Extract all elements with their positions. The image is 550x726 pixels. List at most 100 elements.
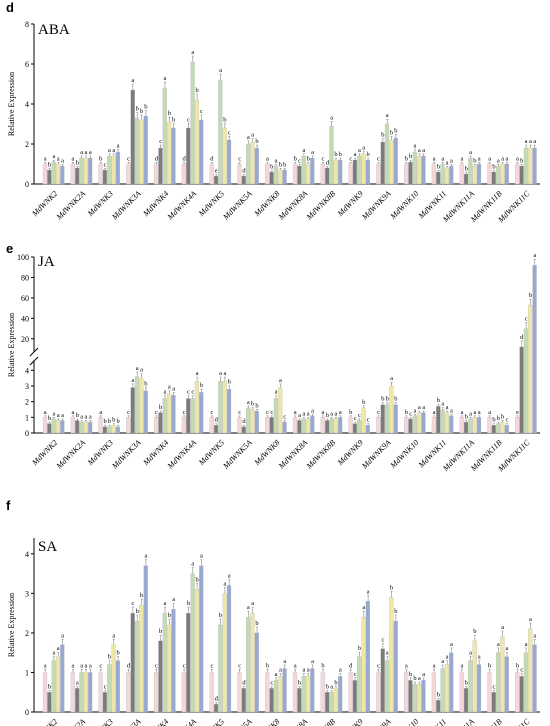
treatment-label: SA [38,539,57,555]
significance-letter: a [108,147,111,154]
significance-letter: a [339,667,342,674]
category-label: MdWNK4A [165,438,198,471]
bar [171,609,176,713]
significance-letter: a [450,407,453,414]
bar [449,415,454,434]
significance-letter: a [89,662,92,669]
y-axis-label: Relative Expression [7,72,16,136]
bar [246,407,251,434]
y-tick-label: 20 [21,335,29,344]
significance-letter: b [516,662,519,669]
significance-letter: b [99,155,102,162]
bar [417,684,422,713]
significance-letter: d [155,155,159,162]
significance-letter: b [116,649,119,656]
significance-letter: b [386,396,389,403]
significance-letter: b [409,153,412,160]
category-label: MdWNK9A [359,189,392,222]
significance-letter: b [488,662,491,669]
significance-letter: a [441,155,444,162]
significance-letter: a [302,410,305,417]
category-label: MdWNK2A [54,189,87,222]
bar [472,165,477,185]
bar [209,417,214,434]
significance-letter: b [362,399,365,406]
significance-letter: a [76,679,79,686]
bar [523,147,529,185]
significance-letter: b [76,160,79,167]
bar [186,127,191,185]
y-tick-label: 2 [25,140,29,149]
significance-letter: a [478,409,481,416]
significance-letter: a [80,662,83,669]
bar [237,417,242,434]
significance-letter: b [405,155,408,162]
bar [282,169,287,185]
bar [292,417,298,434]
bar [393,137,398,185]
significance-letter: b [307,155,310,162]
bar [250,409,255,434]
significance-letter: a [164,389,167,396]
bar [476,664,482,713]
bar [519,165,524,185]
significance-letter: a [307,410,310,417]
significance-letter: a [168,384,171,391]
significance-letter: b [195,87,198,94]
bar [199,565,204,713]
bar [111,644,116,713]
significance-letter: c [266,409,269,416]
bar [126,672,131,713]
bar [305,163,311,185]
significance-letter: a [140,367,143,374]
y-tick-label: 0 [25,429,29,438]
bar [194,99,200,185]
significance-letter: a [460,662,463,669]
bar [158,412,163,434]
category-label: MdWNK2A [54,438,87,471]
category-label: MdWNK2A [54,717,87,726]
bar [463,421,469,434]
bar [250,141,255,185]
bar [476,163,482,185]
significance-letter: a [112,632,115,639]
significance-letter: a [488,155,491,162]
significance-letter: a [57,412,60,419]
bar [213,425,219,434]
bar [500,163,505,185]
significance-letter: b [465,679,468,686]
bar [329,125,334,185]
significance-letter: c [183,662,186,669]
bar [162,87,167,185]
significance-letter: a [339,409,342,416]
significance-letter: b [381,396,384,403]
category-label: MdWNK9 [335,717,365,726]
bar [468,660,473,713]
significance-letter: b [159,404,162,411]
significance-letter: a [85,149,88,156]
significance-letter: a [354,151,357,158]
axis-break-mark [29,356,39,366]
bar [134,117,140,185]
bar [55,420,61,434]
bar [325,167,330,185]
bar [468,418,473,434]
significance-letter: b [437,164,440,171]
category-label: MdWNK2 [30,717,60,726]
significance-letter: c [187,117,190,124]
bar [278,387,283,434]
bar [404,417,409,434]
bar [380,141,385,185]
significance-letter: a [405,662,408,669]
bar [154,163,159,185]
significance-letter: d [215,696,219,703]
significance-letter: a [367,588,370,595]
bar [47,169,52,185]
bar [357,656,362,713]
significance-letter: b [48,415,51,422]
bar [47,692,52,713]
bar [181,672,187,713]
category-label: MdWNK9A [359,717,392,726]
bar [143,565,148,713]
bar [79,421,84,434]
